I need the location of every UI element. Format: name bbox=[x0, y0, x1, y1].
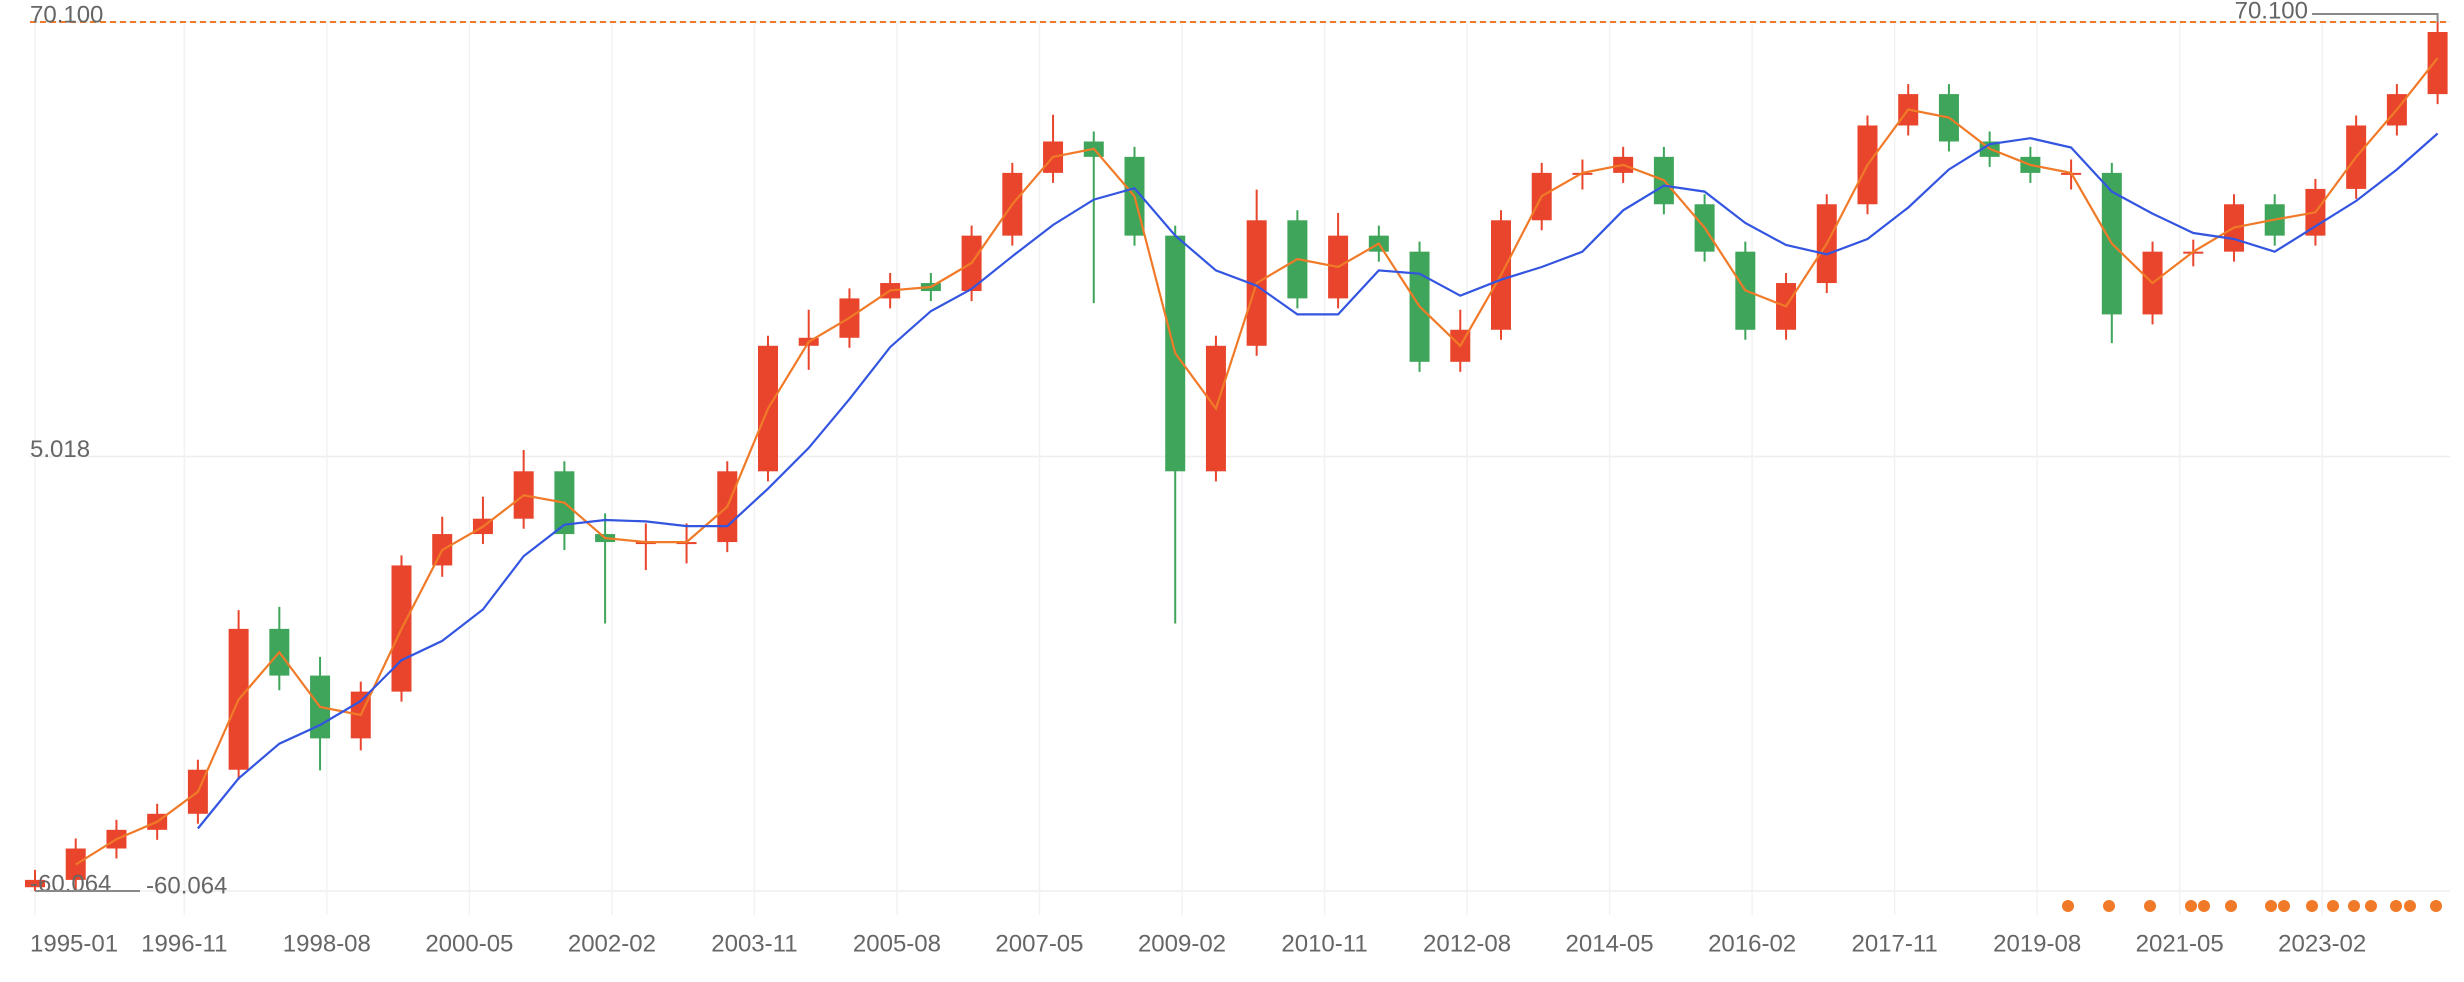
x-tick-label: 1998-08 bbox=[283, 930, 371, 957]
x-tick-label: 2009-02 bbox=[1138, 930, 1226, 957]
event-dot bbox=[2306, 900, 2318, 912]
x-tick-label: 1995-01 bbox=[30, 930, 118, 957]
event-dot bbox=[2404, 900, 2416, 912]
event-dots bbox=[2062, 900, 2442, 912]
event-dot bbox=[2390, 900, 2402, 912]
x-tick-label: 2007-05 bbox=[995, 930, 1083, 957]
x-tick-label: 2003-11 bbox=[711, 930, 797, 957]
event-dot bbox=[2430, 900, 2442, 912]
y-tick-label: 70.100 bbox=[30, 1, 103, 28]
y-tick-label: 5.018 bbox=[30, 436, 90, 463]
candle-body bbox=[25, 879, 45, 888]
event-dot bbox=[2185, 900, 2197, 912]
x-tick-label: 2000-05 bbox=[425, 930, 513, 957]
x-tick-label: 2016-02 bbox=[1708, 930, 1796, 957]
x-tick-label: 2014-05 bbox=[1566, 930, 1654, 957]
candle-body bbox=[2427, 32, 2448, 95]
event-dot bbox=[2198, 900, 2210, 912]
event-dot bbox=[2348, 900, 2360, 912]
event-dot bbox=[2062, 900, 2074, 912]
max-label: 70.100 bbox=[2235, 0, 2308, 24]
event-dot bbox=[2103, 900, 2115, 912]
event-dot bbox=[2365, 900, 2377, 912]
min-label: -60.064 bbox=[146, 872, 227, 899]
x-tick-label: 2023-02 bbox=[2278, 930, 2366, 957]
y-tick-label: -60.064 bbox=[30, 870, 111, 897]
max-pointer bbox=[2312, 13, 2439, 22]
event-dot bbox=[2144, 900, 2156, 912]
x-tick-label: 2021-05 bbox=[2136, 930, 2224, 957]
x-tick-label: 1996-11 bbox=[141, 930, 227, 957]
x-tick-label: 2012-08 bbox=[1423, 930, 1511, 957]
x-tick-label: 2010-11 bbox=[1281, 930, 1367, 957]
event-dot bbox=[2327, 900, 2339, 912]
event-dot bbox=[2225, 900, 2237, 912]
event-dot bbox=[2278, 900, 2290, 912]
moving-average-line bbox=[197, 132, 2439, 830]
x-tick-label: 2005-08 bbox=[853, 930, 941, 957]
moving-average-line bbox=[75, 57, 2439, 866]
plot: 1995-01 1996-11 1998-08 2000-05 2002-02 2003-… bbox=[25, 0, 2450, 957]
x-tick-label: 2019-08 bbox=[1993, 930, 2081, 957]
x-tick-label: 2002-02 bbox=[568, 930, 656, 957]
x-tick-label: 2017-11 bbox=[1851, 930, 1937, 957]
event-dot bbox=[2265, 900, 2277, 912]
